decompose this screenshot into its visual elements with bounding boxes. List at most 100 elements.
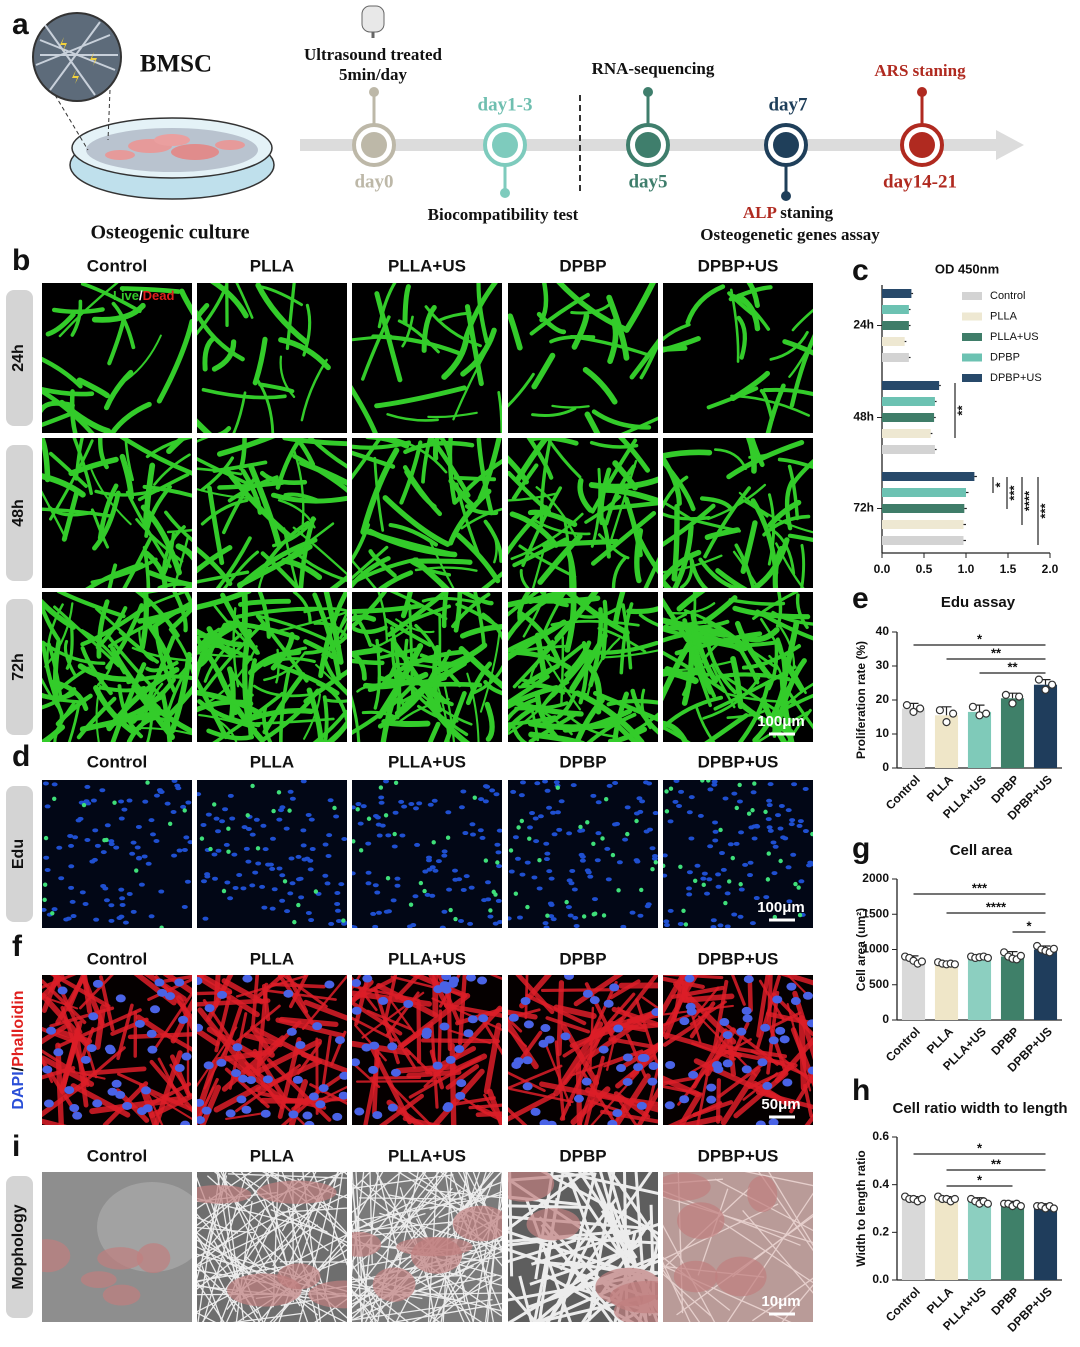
nucleus <box>573 1094 584 1103</box>
nucleus <box>212 876 219 881</box>
cell <box>746 283 760 309</box>
nucleus <box>185 800 192 805</box>
cell <box>663 500 694 522</box>
micrograph <box>663 438 813 588</box>
actin <box>446 982 453 1052</box>
actin <box>556 980 565 1057</box>
fiber <box>540 1223 614 1322</box>
cell <box>544 711 573 736</box>
bar <box>882 536 964 545</box>
x-tick-label: 1.0 <box>958 562 975 576</box>
fiber <box>312 1172 347 1266</box>
nucleus <box>763 895 770 900</box>
nucleus <box>442 1103 453 1112</box>
nucleus <box>512 835 519 840</box>
cell <box>519 568 530 588</box>
nucleus <box>145 861 152 866</box>
cell <box>53 700 76 742</box>
legend-swatch <box>962 333 982 341</box>
nucleus <box>688 795 695 800</box>
nucleus <box>102 886 109 891</box>
nucleus <box>637 913 644 918</box>
edu-nucleus <box>610 852 616 858</box>
bar <box>882 488 966 497</box>
column-header: Control <box>87 949 147 968</box>
micrograph <box>352 975 502 1125</box>
cell <box>197 302 210 322</box>
edu-nucleus <box>134 868 139 873</box>
fiber <box>352 1298 493 1321</box>
edu-nucleus <box>271 808 276 814</box>
cell <box>630 712 658 734</box>
nucleus <box>611 822 618 827</box>
cell <box>527 509 578 528</box>
data-point <box>1016 1202 1026 1211</box>
fiber <box>287 1207 319 1322</box>
panel-letter: d <box>12 740 30 773</box>
actin <box>169 1063 192 1097</box>
row-label: Mophology <box>10 1204 27 1289</box>
nucleus <box>463 874 470 879</box>
nucleus <box>766 825 773 830</box>
nucleus <box>639 799 646 804</box>
actin <box>720 1066 761 1125</box>
nucleus <box>300 843 307 848</box>
actin <box>199 1084 222 1125</box>
nucleus <box>467 921 474 926</box>
cell <box>201 623 264 694</box>
data-point <box>983 1199 993 1208</box>
micrograph <box>508 975 658 1125</box>
nucleus <box>236 873 243 878</box>
x-tick-label: 1.5 <box>1000 562 1017 576</box>
nucleus <box>620 924 627 928</box>
cell <box>156 319 192 404</box>
edu-nucleus <box>422 888 427 894</box>
nucleus <box>548 914 555 919</box>
nucleus <box>489 788 496 793</box>
edu-nucleus <box>734 805 739 811</box>
cell <box>42 1239 71 1273</box>
nucleus <box>232 1043 243 1052</box>
nucleus <box>119 902 126 907</box>
nucleus <box>147 1045 158 1054</box>
nucleus <box>534 781 541 786</box>
cell <box>704 713 749 742</box>
cell <box>732 550 760 588</box>
cell <box>736 293 761 332</box>
cell <box>143 618 176 674</box>
nucleus <box>157 988 168 997</box>
edu-nucleus <box>810 831 813 837</box>
cell <box>352 334 392 342</box>
nucleus <box>688 1070 699 1079</box>
step-note: 5min/day <box>339 65 408 84</box>
micrograph <box>42 1172 192 1322</box>
edu-nucleus <box>664 789 669 794</box>
nucleus <box>43 1099 54 1108</box>
edu-nucleus <box>296 902 301 908</box>
actin <box>444 1096 496 1108</box>
column-header: PLLA <box>250 752 294 771</box>
scale-bar-label: 50μm <box>761 1096 800 1113</box>
cell <box>248 464 282 548</box>
bar <box>1033 684 1058 768</box>
x-tick-label: Control <box>883 772 923 812</box>
cell <box>414 566 478 572</box>
nucleus <box>295 1041 306 1050</box>
stem-dot <box>781 191 791 201</box>
edu-nucleus <box>352 839 356 844</box>
chart-title: Edu assay <box>941 594 1016 611</box>
nucleus <box>288 856 295 861</box>
nucleus <box>104 1044 115 1053</box>
cell <box>206 728 255 741</box>
column-header: DPBP <box>559 752 606 771</box>
nucleus <box>485 897 492 902</box>
nucleus <box>425 858 432 863</box>
cell <box>197 546 233 587</box>
edu-nucleus <box>634 818 639 824</box>
fiber <box>197 1259 276 1283</box>
actin <box>352 1040 412 1056</box>
actin <box>127 1032 192 1040</box>
fiber <box>663 1203 779 1261</box>
edu-nucleus <box>527 836 532 841</box>
